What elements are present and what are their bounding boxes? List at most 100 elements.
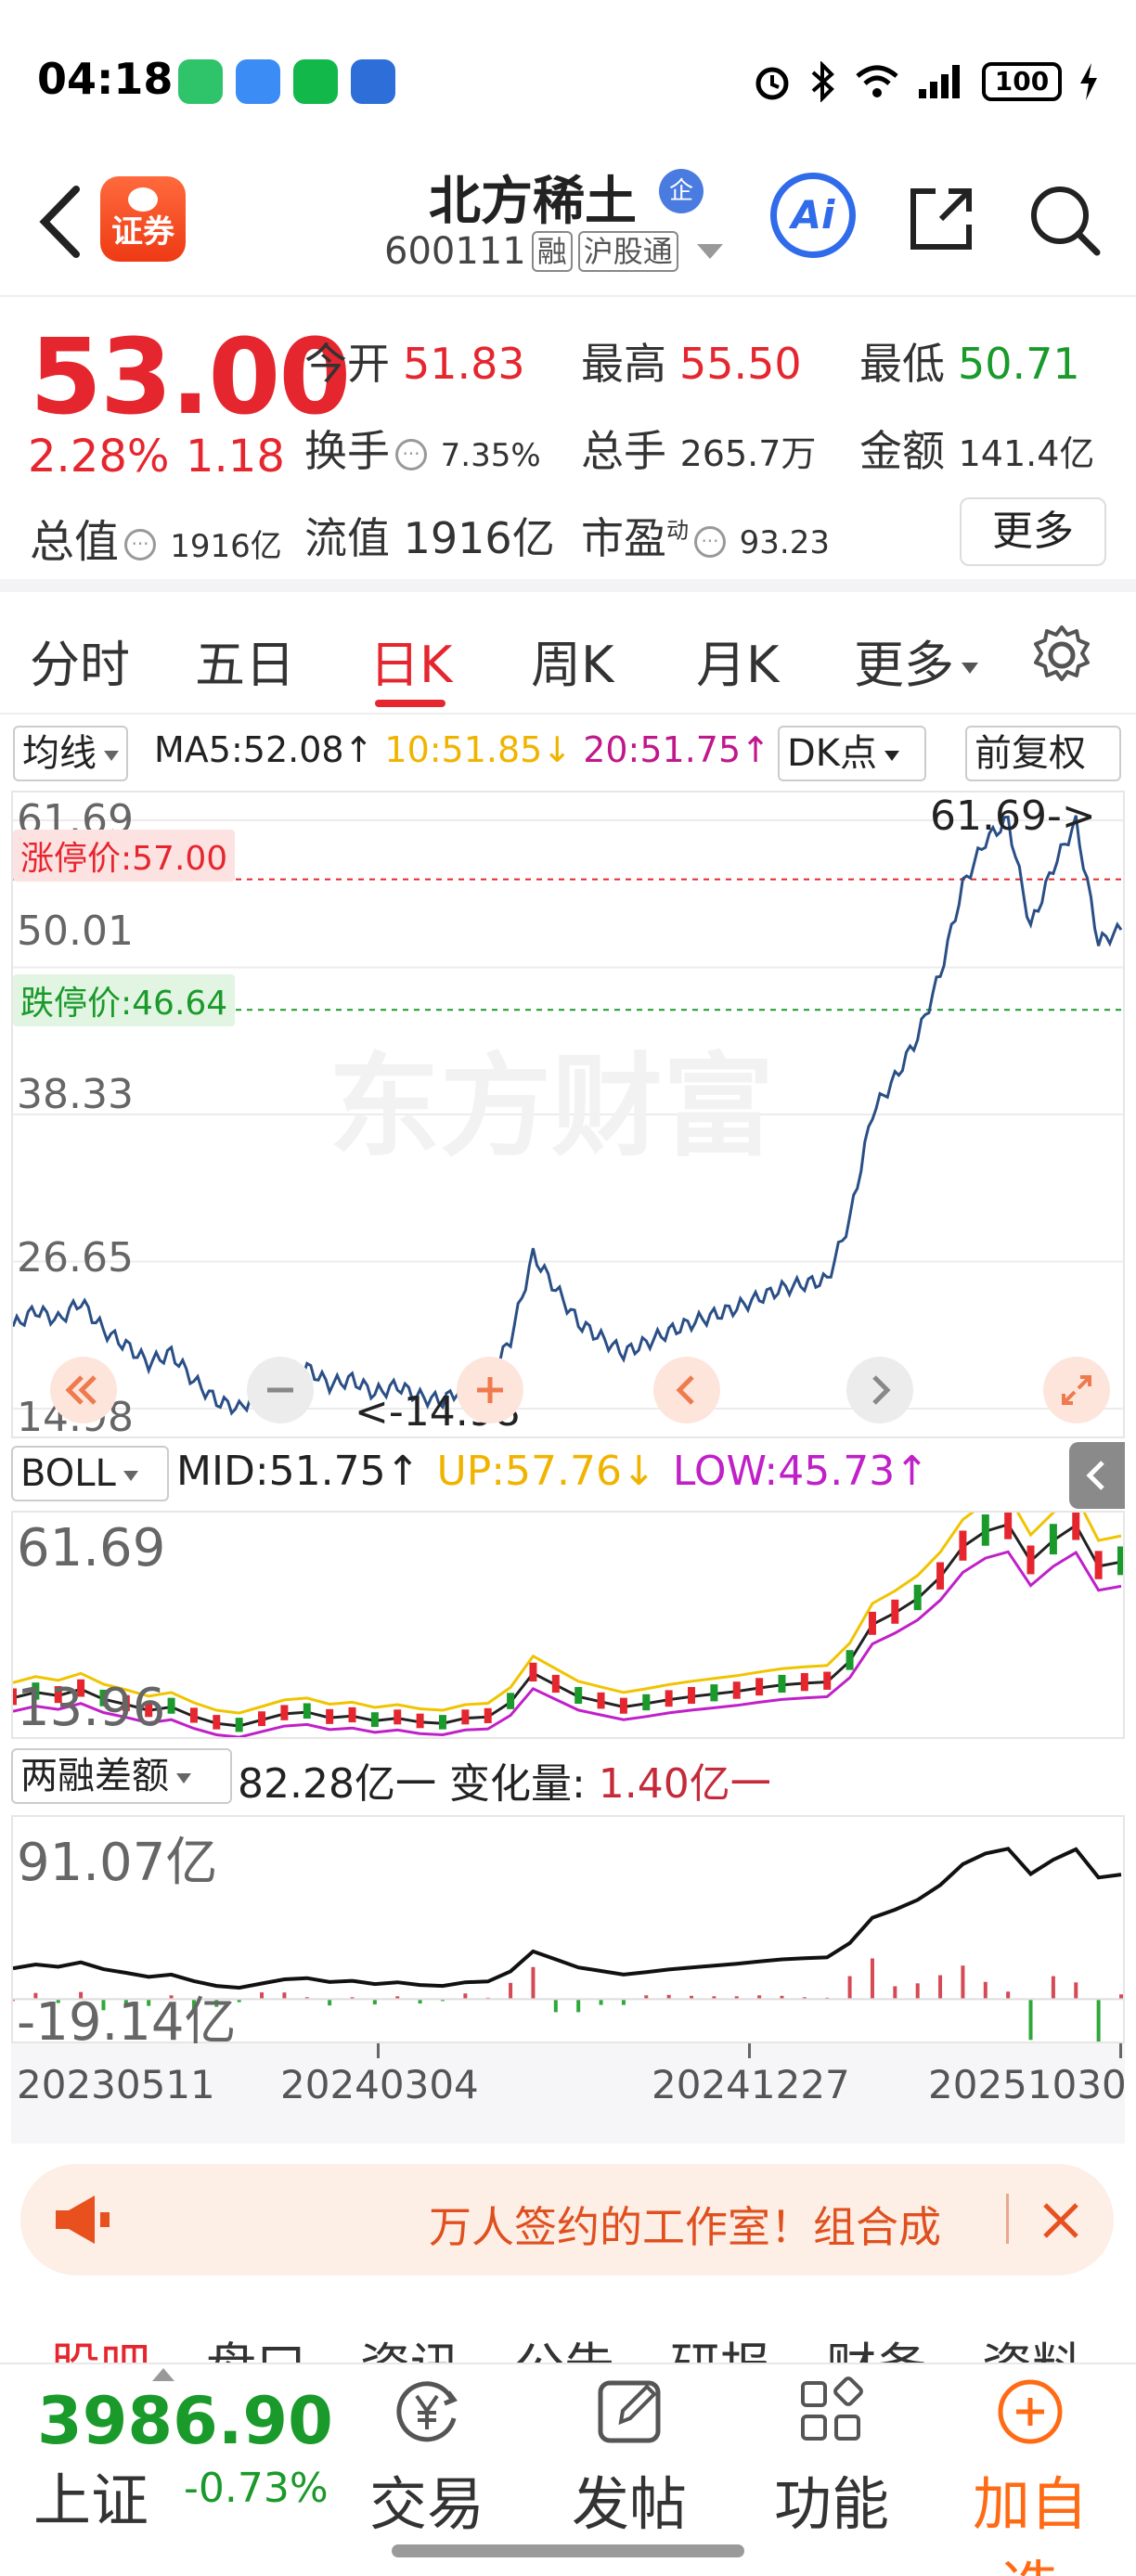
info-icon[interactable]: ··· [395, 438, 427, 470]
main-chart-panel[interactable]: 东方财富 61.69 50.01 38.33 26.65 14.98 涨停价:5… [11, 791, 1125, 1441]
ai-button[interactable]: Ai [770, 173, 856, 258]
margin-select-label: 两融差额 [20, 1755, 169, 1797]
zoom-out-button[interactable] [247, 1357, 314, 1423]
boll-legend: MID:51.75↑ UP:57.76↓ LOW:45.73↑ [176, 1448, 929, 1495]
subtab-profile[interactable]: 资料 [982, 2325, 1082, 2363]
edit-icon [598, 2380, 661, 2443]
stock-code-row[interactable]: 600111 融 沪股通 [384, 230, 723, 273]
fullscreen-button[interactable] [1043, 1357, 1110, 1423]
subtab-news[interactable]: 资讯 [360, 2325, 460, 2363]
index-value[interactable]: 3986.90 [37, 2383, 333, 2459]
tab-monthly-k[interactable]: 月K [696, 636, 780, 694]
collapse-side-button[interactable] [1069, 1442, 1125, 1509]
margin-change-bar [983, 1981, 988, 2000]
logo-icon [128, 187, 158, 212]
more-button[interactable]: 更多 [960, 497, 1106, 566]
candle [688, 1687, 696, 1705]
boll-select[interactable]: BOLL [11, 1446, 169, 1501]
candle [77, 1679, 85, 1697]
tab-more[interactable]: 更多 [854, 624, 978, 697]
broker-logo[interactable]: 证券 [100, 176, 186, 262]
turnover-label: 换手 [304, 426, 390, 476]
tab-intraday[interactable]: 分时 [30, 636, 130, 694]
chevron-down-icon [104, 750, 119, 761]
open-label: 今开 [304, 339, 390, 389]
candle [1026, 1545, 1035, 1575]
home-indicator [392, 2544, 744, 2557]
subtab-research[interactable]: 研报 [670, 2325, 770, 2363]
subtab-financials[interactable]: 财务 [826, 2325, 926, 2363]
candle [326, 1708, 334, 1724]
margin-change-value: 1.40亿一 [598, 1760, 771, 1808]
x-date-label: 20240304 [280, 2062, 479, 2107]
rewind-button[interactable] [50, 1357, 117, 1423]
subtab-orderbook[interactable]: 盘口 [206, 2325, 306, 2363]
margin-change-bar [780, 1995, 784, 2000]
margin-y-min: -19.14亿 [17, 1992, 237, 2053]
caret-up-icon[interactable] [152, 2368, 174, 2381]
promo-banner[interactable]: 万人签约的工作室！组合成 [20, 2164, 1114, 2275]
candle [936, 1562, 945, 1590]
banner-divider [1006, 2194, 1009, 2244]
prev-button[interactable] [653, 1357, 720, 1423]
boll-chart-panel[interactable]: 61.69 13.96 [9, 1493, 1125, 1739]
turnover: 换手 ··· 7.35% [304, 418, 541, 479]
candle [778, 1674, 786, 1694]
volume-label: 总手 [581, 426, 666, 476]
zoom-in-button[interactable] [457, 1357, 523, 1423]
post-button[interactable]: 发帖 [555, 2372, 704, 2541]
margin-change-bar [509, 1982, 513, 2000]
gear-icon[interactable] [1028, 622, 1095, 689]
tab-daily-k[interactable]: 日K [369, 636, 453, 694]
margin-change-label: 变化量: [448, 1760, 586, 1808]
margin-change-bar [328, 1999, 332, 2006]
add-watchlist-button[interactable]: 加自选 [956, 2372, 1104, 2576]
info-icon[interactable]: ··· [694, 525, 726, 558]
search-icon[interactable] [1025, 180, 1103, 258]
app-icon [178, 59, 223, 104]
back-arrow-icon[interactable] [33, 180, 89, 264]
tab-more-label: 更多 [854, 636, 954, 694]
trade-button[interactable]: 交易 [353, 2372, 501, 2541]
price-line [11, 815, 1123, 1416]
boll-up-value: UP:57.76↓ [436, 1448, 656, 1495]
adjust-button[interactable]: 前复权 [965, 726, 1121, 781]
features-button[interactable]: 功能 [757, 2372, 906, 2541]
info-icon[interactable]: ··· [124, 529, 157, 560]
company-badge: 企 [659, 169, 704, 213]
status-bar: 04:18 100 [0, 0, 1136, 158]
margin-change-bar [734, 1996, 739, 2000]
price-chart[interactable]: 东方财富 [11, 792, 1123, 1436]
x-date-label: 20251030 [928, 2062, 1127, 2107]
margin-chart-panel[interactable]: 91.07亿 -19.14亿 [11, 1815, 1125, 2053]
margin-change-bar [169, 1995, 174, 2000]
margin-change-bar [260, 1992, 265, 2000]
margin-change-bar [191, 1999, 196, 2010]
candle [710, 1684, 718, 1702]
add-watchlist-label: 加自选 [972, 2470, 1088, 2576]
share-icon[interactable] [904, 182, 978, 256]
candle [891, 1599, 899, 1624]
index-name[interactable]: 上证 [33, 2467, 149, 2534]
margin-select[interactable]: 两融差额 [11, 1748, 232, 1804]
x-date-label: 20230511 [17, 2062, 215, 2107]
margin-balance-line [12, 1847, 1122, 1990]
megaphone-icon [56, 2196, 110, 2244]
subtab-announcements[interactable]: 公告 [514, 2325, 614, 2363]
tab-five-day[interactable]: 五日 [195, 636, 295, 694]
margin-change-bar [1051, 1976, 1055, 2000]
tab-weekly-k[interactable]: 周K [531, 636, 614, 694]
candle [551, 1674, 560, 1694]
indicator-select[interactable]: 均线 [13, 726, 128, 781]
info-subtabs: 股吧 盘口 资讯 公告 研报 财务 资料 [0, 2288, 1136, 2363]
boll-select-label: BOLL [20, 1452, 116, 1495]
chevron-down-icon[interactable] [696, 244, 723, 259]
chat-icon [236, 59, 280, 104]
candle [1117, 1546, 1125, 1576]
wechat-icon [293, 59, 338, 104]
dk-point-button[interactable]: DK点 [778, 726, 926, 781]
next-button[interactable] [846, 1357, 913, 1423]
close-icon[interactable] [1028, 2188, 1093, 2253]
subtab-guba[interactable]: 股吧 [50, 2325, 150, 2363]
index-change[interactable]: -0.73% [184, 2465, 329, 2512]
